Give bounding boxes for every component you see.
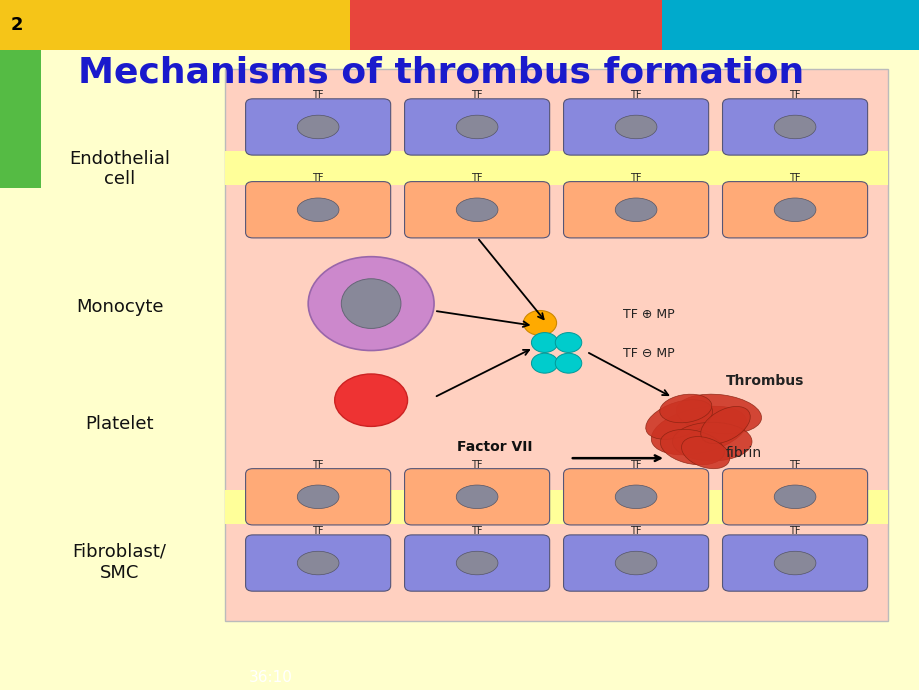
Ellipse shape [615,198,656,221]
FancyBboxPatch shape [245,99,391,155]
Text: Platelet: Platelet [85,415,153,433]
Bar [225,150,887,185]
Ellipse shape [645,400,712,440]
Bar [662,0,919,50]
Ellipse shape [675,394,761,434]
Text: TF: TF [630,172,641,183]
Text: TF: TF [471,172,482,183]
FancyBboxPatch shape [563,99,708,155]
Ellipse shape [335,374,407,426]
Bar [349,0,662,50]
Ellipse shape [456,485,497,509]
Text: TF: TF [312,460,323,470]
Ellipse shape [615,485,656,509]
Ellipse shape [774,115,815,139]
Ellipse shape [659,394,711,423]
Text: TF ⊕ MP: TF ⊕ MP [622,308,674,321]
Text: TF: TF [789,460,800,470]
FancyBboxPatch shape [563,469,708,525]
FancyBboxPatch shape [721,469,867,525]
Ellipse shape [700,406,750,444]
Text: TF: TF [471,526,482,536]
Text: Factor VII: Factor VII [457,440,532,454]
FancyBboxPatch shape [404,469,549,525]
Ellipse shape [297,115,338,139]
Text: TF: TF [630,460,641,470]
Text: TF ⊖ MP: TF ⊖ MP [622,347,674,359]
Text: Thrombus: Thrombus [725,374,803,388]
Text: TF: TF [789,172,800,183]
FancyBboxPatch shape [404,535,549,591]
FancyBboxPatch shape [563,535,708,591]
Ellipse shape [456,115,497,139]
Ellipse shape [615,551,656,575]
Ellipse shape [615,115,656,139]
Text: TF: TF [312,526,323,536]
Ellipse shape [456,551,497,575]
FancyBboxPatch shape [404,99,549,155]
Text: TF: TF [789,90,800,100]
Text: Endothelial
cell: Endothelial cell [69,150,170,188]
FancyBboxPatch shape [721,99,867,155]
Text: TF: TF [471,90,482,100]
Circle shape [555,333,581,353]
Text: TF: TF [630,526,641,536]
Bar [225,69,887,621]
Bar [0,0,349,50]
Ellipse shape [297,198,338,221]
FancyBboxPatch shape [245,535,391,591]
Text: Monocyte: Monocyte [75,298,164,316]
Circle shape [531,353,557,373]
Ellipse shape [297,551,338,575]
Bar [225,490,887,524]
Text: TF: TF [630,90,641,100]
Ellipse shape [308,257,434,351]
Text: TF: TF [471,460,482,470]
Text: Fibroblast/
SMC: Fibroblast/ SMC [73,543,166,582]
Circle shape [523,310,556,335]
Text: 36:10: 36:10 [248,670,292,685]
Text: TF: TF [312,172,323,183]
Circle shape [531,333,557,353]
Ellipse shape [672,422,751,461]
Text: Mechanisms of thrombus formation: Mechanisms of thrombus formation [78,55,803,90]
Ellipse shape [297,485,338,509]
Text: TF: TF [789,526,800,536]
Ellipse shape [681,437,729,469]
Ellipse shape [774,551,815,575]
Text: 2: 2 [11,16,24,34]
Ellipse shape [774,198,815,221]
FancyBboxPatch shape [404,181,549,238]
Ellipse shape [341,279,401,328]
Circle shape [555,353,581,373]
Text: TF: TF [312,90,323,100]
Text: fibrin: fibrin [725,446,761,460]
Bar [0,50,41,188]
FancyBboxPatch shape [563,181,708,238]
Ellipse shape [774,485,815,509]
FancyBboxPatch shape [721,181,867,238]
FancyBboxPatch shape [721,535,867,591]
Ellipse shape [660,429,723,465]
FancyBboxPatch shape [245,181,391,238]
Ellipse shape [456,198,497,221]
FancyBboxPatch shape [245,469,391,525]
Ellipse shape [651,406,746,455]
